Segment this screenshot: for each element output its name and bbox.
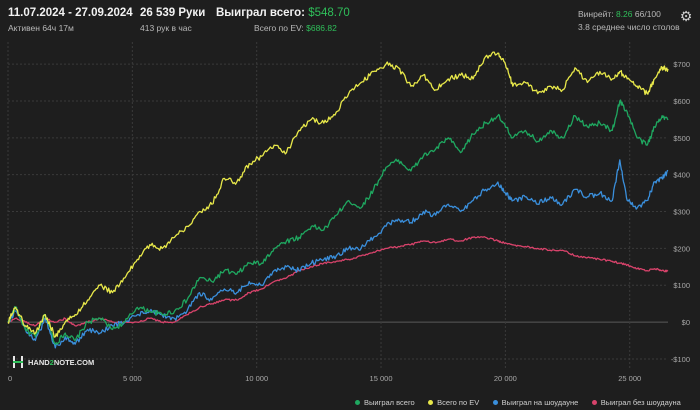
legend-label: Выиграл на шоудауне — [501, 398, 579, 407]
y-tick-label: $500 — [673, 134, 690, 143]
ev-summary: Всего по EV: $686.82 — [254, 23, 337, 33]
date-range[interactable]: 11.07.2024 - 27.09.2024 — [8, 7, 133, 19]
y-tick-label: $300 — [673, 208, 690, 217]
logo-text-2: 2 — [49, 357, 54, 367]
x-tick-label: 20 000 — [494, 374, 517, 383]
won-total-summary: Выиграл всего: $548.70 — [216, 7, 350, 19]
legend-dot-icon — [492, 400, 498, 405]
gear-icon[interactable]: ⚙ — [679, 8, 693, 24]
y-tick-label: -$100 — [671, 355, 690, 364]
legend-dot-icon — [591, 400, 597, 405]
legend-dot-icon — [355, 400, 360, 405]
chart-series — [7, 51, 669, 349]
summary-header: 11.07.2024 - 27.09.2024 Активен 64ч 17м … — [0, 0, 700, 40]
hands-count: 26 539 Руки — [140, 7, 206, 19]
hand2note-logo-icon — [12, 356, 24, 368]
x-tick-label: 15 000 — [370, 374, 393, 383]
winrate-unit: 66/100 — [634, 9, 661, 19]
series-line-1 — [7, 51, 669, 338]
legend-label: Всего по EV — [437, 398, 480, 407]
legend-item-showdown[interactable]: Выиграл на шоудауне — [492, 398, 579, 407]
legend-label: Выиграл без шоудауна — [600, 398, 681, 407]
hand2note-logo: HAND 2 NOTE.COM — [12, 356, 94, 368]
legend-item-non-showdown[interactable]: Выиграл без шоудауна — [591, 398, 681, 407]
legend-dot-icon — [428, 400, 434, 405]
y-tick-label: $0 — [682, 318, 690, 327]
active-time: Активен 64ч 17м — [8, 23, 74, 33]
ev-value: $686.82 — [306, 23, 337, 33]
won-total-label: Выиграл всего: — [216, 7, 305, 19]
ev-label: Всего по EV: — [254, 23, 304, 33]
legend-item-ev[interactable]: Всего по EV — [428, 398, 479, 407]
x-tick-label: 25 000 — [618, 374, 641, 383]
legend-label: Выиграл всего — [364, 398, 415, 407]
series-line-2 — [7, 159, 669, 349]
series-line-3 — [7, 235, 669, 327]
y-tick-label: $100 — [673, 281, 690, 290]
winrate-label: Винрейт: — [578, 9, 614, 19]
won-total-value: $548.70 — [308, 7, 350, 19]
legend-item-won-total[interactable]: Выиграл всего — [355, 398, 415, 407]
y-tick-label: $400 — [673, 171, 690, 180]
winrate-value: 8.26 — [615, 9, 633, 19]
y-tick-label: $700 — [673, 60, 690, 69]
avg-tables: 3.8 среднее число столов — [578, 22, 680, 32]
x-tick-label: 10 000 — [245, 374, 268, 383]
y-tick-label: $600 — [673, 97, 690, 106]
winrate-summary: Винрейт: 8.26 66/100 — [578, 9, 661, 19]
series-line-0 — [7, 99, 669, 345]
hands-per-hour: 413 рук в час — [140, 23, 192, 33]
y-tick-label: $200 — [673, 244, 690, 253]
logo-text-hand: HAND — [28, 357, 50, 367]
chart-legend: Выиграл всего Всего по EV Выиграл на шоу… — [355, 392, 690, 407]
y-axis-ticks: -$100 $0 $100 $200 $300 $400 $500 $600 $700 — [671, 60, 690, 364]
x-tick-label: 0 — [8, 374, 12, 383]
x-tick-label: 5 000 — [123, 374, 142, 383]
logo-text-note: NOTE.COM — [53, 357, 95, 367]
x-axis-ticks: 0 5 000 10 000 15 000 20 000 25 000 — [8, 374, 641, 383]
